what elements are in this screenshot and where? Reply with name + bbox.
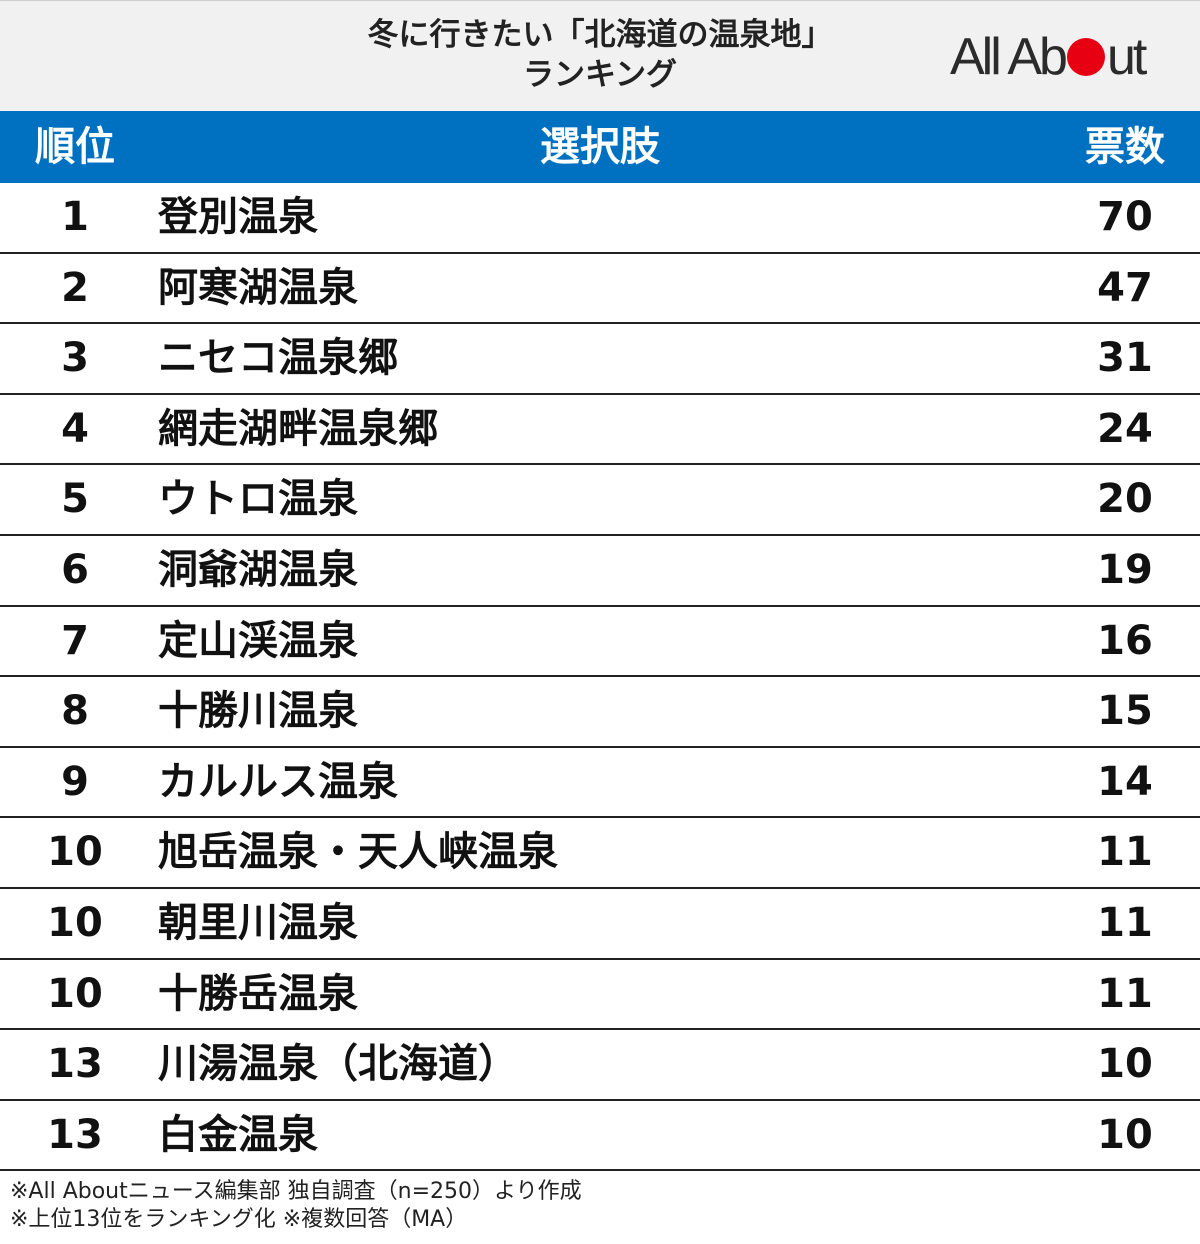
rank-cell: 10 xyxy=(47,829,103,876)
rank-cell: 5 xyxy=(61,476,89,523)
votes-cell: 24 xyxy=(1097,405,1153,452)
table-row: 5 ウトロ温泉 20 xyxy=(0,465,1200,536)
choice-cell: 川湯温泉（北海道） xyxy=(158,1041,518,1088)
choice-cell: 十勝岳温泉 xyxy=(158,970,358,1017)
table-row: 13 白金温泉 10 xyxy=(0,1101,1200,1172)
table-row: 1 登別温泉 70 xyxy=(0,183,1200,254)
rank-cell: 13 xyxy=(47,1111,103,1158)
rank-cell: 10 xyxy=(47,970,103,1017)
choice-cell: 洞爺湖温泉 xyxy=(158,547,358,593)
choice-cell: 白金温泉 xyxy=(158,1111,318,1158)
footnotes: ※All Aboutニュース編集部 独自調査（n=250）より作成 ※上位13位… xyxy=(10,1178,582,1234)
chart-title: 冬に行きたい「北海道の温泉地」 ランキング xyxy=(330,15,870,95)
rank-cell: 7 xyxy=(61,617,89,664)
votes-cell: 15 xyxy=(1097,688,1153,735)
table-row: 2 阿寒湖温泉 47 xyxy=(0,254,1200,325)
table-row: 9 カルルス温泉 14 xyxy=(0,748,1200,819)
choice-cell: 旭岳温泉・天人峡温泉 xyxy=(158,829,558,876)
table-row: 6 洞爺湖温泉 19 xyxy=(0,536,1200,607)
rank-cell: 9 xyxy=(61,758,89,805)
votes-cell: 70 xyxy=(1097,194,1153,240)
choice-cell: 十勝川温泉 xyxy=(158,688,358,735)
logo-text-pre: All Ab xyxy=(950,28,1068,86)
rank-cell: 8 xyxy=(61,688,89,735)
column-header-choice: 選択肢 xyxy=(540,124,660,170)
logo-dot xyxy=(1066,38,1105,76)
votes-cell: 11 xyxy=(1097,829,1153,876)
choice-cell: 阿寒湖温泉 xyxy=(158,264,358,311)
column-header-rank: 順位 xyxy=(35,124,115,170)
header: 冬に行きたい「北海道の温泉地」 ランキング All Ab ut xyxy=(0,0,1200,111)
rank-cell: 13 xyxy=(47,1041,103,1088)
all-about-logo: All Ab ut xyxy=(950,29,1170,85)
column-header-votes: 票数 xyxy=(1085,124,1165,170)
table-header: 順位 選択肢 票数 xyxy=(0,111,1200,183)
table-row: 13 川湯温泉（北海道） 10 xyxy=(0,1030,1200,1101)
table-row: 4 網走湖畔温泉郷 24 xyxy=(0,395,1200,466)
title-line-2: ランキング xyxy=(522,57,678,93)
table-row: 8 十勝川温泉 15 xyxy=(0,677,1200,748)
votes-cell: 14 xyxy=(1097,758,1153,805)
table-row: 10 旭岳温泉・天人峡温泉 11 xyxy=(0,818,1200,889)
votes-cell: 20 xyxy=(1097,476,1153,523)
choice-cell: 定山渓温泉 xyxy=(158,617,358,664)
table-row: 3 ニセコ温泉郷 31 xyxy=(0,324,1200,395)
votes-cell: 10 xyxy=(1097,1111,1153,1158)
choice-cell: ニセコ温泉郷 xyxy=(158,335,398,382)
table-row: 7 定山渓温泉 16 xyxy=(0,607,1200,678)
votes-cell: 19 xyxy=(1097,547,1153,593)
votes-cell: 11 xyxy=(1097,970,1153,1017)
rank-cell: 10 xyxy=(47,900,103,946)
footnote-1: ※All Aboutニュース編集部 独自調査（n=250）より作成 xyxy=(10,1179,582,1204)
votes-cell: 31 xyxy=(1097,335,1153,382)
votes-cell: 11 xyxy=(1097,900,1153,946)
rank-cell: 3 xyxy=(61,335,89,382)
logo-text-post: ut xyxy=(1106,28,1147,86)
choice-cell: 網走湖畔温泉郷 xyxy=(158,405,438,452)
votes-cell: 16 xyxy=(1097,617,1153,664)
footnote-2: ※上位13位をランキング化 ※複数回答（MA） xyxy=(10,1207,468,1232)
rank-cell: 4 xyxy=(61,405,89,452)
choice-cell: ウトロ温泉 xyxy=(158,476,358,523)
choice-cell: 登別温泉 xyxy=(158,194,318,240)
title-line-1: 冬に行きたい「北海道の温泉地」 xyxy=(367,17,833,53)
choice-cell: 朝里川温泉 xyxy=(158,900,358,946)
table-row: 10 朝里川温泉 11 xyxy=(0,889,1200,960)
rank-cell: 1 xyxy=(61,194,89,240)
rank-cell: 6 xyxy=(61,547,89,593)
table-row: 10 十勝岳温泉 11 xyxy=(0,960,1200,1031)
votes-cell: 47 xyxy=(1097,264,1153,311)
votes-cell: 10 xyxy=(1097,1041,1153,1088)
rank-cell: 2 xyxy=(61,264,89,311)
choice-cell: カルルス温泉 xyxy=(158,758,398,805)
